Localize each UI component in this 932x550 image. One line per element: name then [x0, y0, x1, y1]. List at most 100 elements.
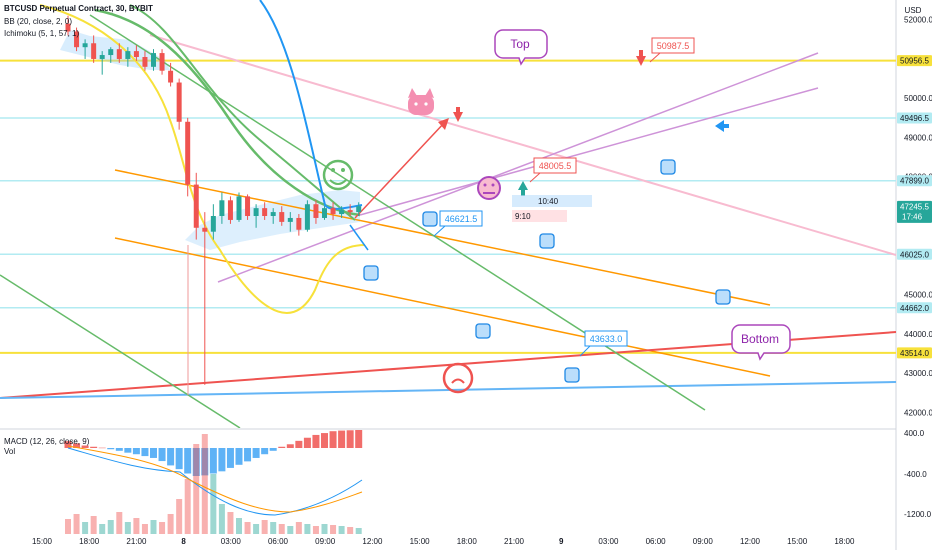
macd-histogram-bar — [321, 433, 328, 448]
candle-body — [219, 200, 225, 216]
red-arrow-line — [354, 121, 446, 219]
macd-legend: MACD (12, 26, close, 9) — [4, 437, 90, 446]
arrow-left-blue-stem — [723, 124, 729, 128]
macd-histogram-bar — [329, 431, 337, 448]
candle-body — [322, 208, 327, 218]
candle-body — [202, 227, 208, 232]
callout-bottom: Bottom — [741, 332, 779, 346]
volume-bar — [133, 518, 140, 534]
smiley-green-mouth — [329, 179, 347, 185]
candle-body — [339, 210, 345, 215]
macd-histogram-bar — [98, 447, 106, 449]
time-tick-label: 18:00 — [457, 537, 478, 546]
arrow-down-red-icon-2 — [636, 56, 646, 66]
macd-histogram-bar — [346, 430, 354, 448]
candle-body — [210, 216, 216, 232]
volume-bar — [176, 499, 183, 534]
smiley-green-eye-l — [331, 168, 335, 172]
bb-legend: BB (20, close, 2, 0) — [4, 17, 73, 26]
volume-bar — [73, 514, 80, 534]
macd-histogram-bar — [286, 444, 294, 448]
volume-bar — [287, 526, 294, 534]
price-note-46621: 46621.5 — [445, 214, 478, 224]
time-tick-label: 18:00 — [834, 537, 855, 546]
price-note-50987: 50987.5 — [657, 41, 690, 51]
macd-histogram-bar — [312, 434, 320, 448]
price-note-46621-tail — [433, 225, 446, 237]
time-tick-label: 15:00 — [410, 537, 431, 546]
candle-body — [245, 196, 251, 216]
price-tag — [897, 347, 932, 359]
macd-histogram-bar — [192, 448, 200, 476]
volume-bar — [321, 524, 328, 534]
smiley-purple-eye-r — [491, 183, 495, 187]
candle-body — [296, 217, 302, 230]
macd-histogram-bar — [150, 448, 157, 458]
candle-body — [108, 49, 114, 56]
macd-histogram-bar — [218, 448, 226, 472]
macd-line — [67, 447, 363, 516]
price-tick-label: 43000.0 — [904, 369, 932, 378]
macd-histogram-bar — [81, 445, 89, 448]
volume-bar — [99, 524, 106, 534]
candle-body — [356, 206, 362, 213]
volume-bar — [270, 522, 277, 534]
macd-histogram-bar — [244, 448, 252, 462]
price-note-48005: 48005.5 — [539, 161, 572, 171]
macd-histogram-bar — [355, 430, 363, 448]
macd-histogram-bar — [175, 448, 183, 470]
candle-body — [287, 217, 293, 222]
volume-bar — [124, 522, 131, 534]
macd-histogram-bar — [73, 443, 81, 448]
price-tick-label: 49000.0 — [904, 133, 932, 142]
macd-histogram-bar — [226, 448, 234, 468]
macd-histogram-bar — [261, 448, 269, 455]
trend-blue — [0, 381, 896, 399]
candle-body — [82, 43, 88, 48]
price-tag — [897, 200, 932, 223]
time-tick-label: 9 — [559, 537, 564, 546]
volume-bar — [193, 444, 200, 534]
candle-body — [151, 53, 156, 67]
volume-bar — [218, 504, 225, 534]
volume-bar — [141, 524, 148, 534]
volume-bar — [236, 518, 242, 534]
vol-legend: Vol — [4, 447, 16, 456]
candle-body — [279, 212, 285, 222]
volume-bar — [201, 434, 208, 534]
price-note-50987-box — [651, 37, 695, 54]
candle-body — [236, 196, 242, 220]
macd-histogram-bar — [158, 448, 166, 462]
hand-icons — [363, 159, 731, 383]
smiley-red-mouth — [451, 378, 465, 384]
macd-histogram-bar — [141, 448, 149, 457]
volume-bar — [278, 524, 285, 534]
volume-bar — [90, 516, 97, 534]
smiley-purple-icon — [477, 176, 501, 200]
candle-body — [270, 212, 276, 216]
time-tick-label: 18:00 — [79, 537, 100, 546]
time-box-910 — [512, 210, 567, 222]
volume-bar — [355, 528, 362, 534]
volume-bar — [330, 525, 337, 534]
candle-body — [304, 204, 310, 230]
price-tag — [897, 112, 932, 124]
hand-icon — [564, 367, 580, 383]
ichimoku-legend: Ichimoku (5, 1, 57, 1) — [4, 29, 80, 38]
candle-body — [185, 121, 191, 185]
volume-bar — [184, 479, 191, 534]
time-tick-label: 8 — [181, 537, 186, 546]
smiley-green-eye-r — [341, 168, 345, 172]
trend-violet-1 — [217, 52, 819, 283]
smiley-green-icon — [322, 159, 354, 191]
macd-histogram-bar — [338, 430, 346, 448]
time-tick-label: 09:00 — [315, 537, 336, 546]
macd-histogram-bar — [107, 448, 115, 450]
price-note-43633-box — [584, 330, 628, 347]
macd-histogram-bar — [167, 448, 175, 466]
callout-top: Top — [510, 37, 530, 51]
hand-icon — [363, 265, 379, 281]
smiley-red-icon — [442, 362, 474, 394]
time-tick-label: 21:00 — [126, 537, 147, 546]
